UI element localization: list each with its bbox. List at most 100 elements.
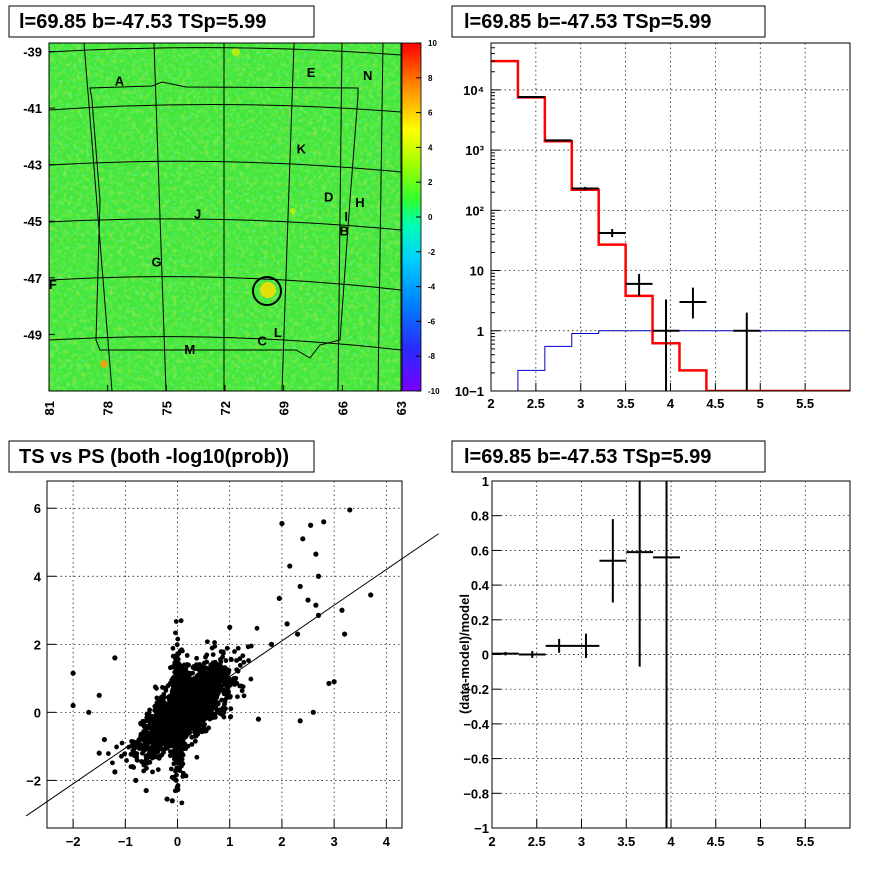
scatter-point [173,619,179,624]
colorbar-tick-label: 2 [428,178,433,187]
scatter-point [223,687,229,693]
colorbar-tick-label: -6 [428,317,436,326]
scatter-point [241,659,247,665]
scatter-point [210,652,216,658]
scatter-point [146,710,152,716]
scatter-point [101,736,108,743]
colorbar-tick-label: -8 [428,352,436,361]
scatter-point [220,650,226,656]
scatter-point [86,709,92,715]
scatter-y-tick-label: 2 [34,637,41,652]
scatter-point [164,712,170,718]
scatter-point [198,666,204,671]
map-y-ticks: -39 -41 -43 -45 -47 -49 [23,44,55,342]
scatter-x-tick-label: 0 [174,834,181,849]
scatter-point [237,663,243,668]
scatter-x-tick-label: 4 [383,834,391,849]
scatter-point [154,695,160,701]
scatter-point [128,751,134,757]
scatter-panel: TS vs PS (both -log10(prob)) −2 −1 0 1 2 3 4−2… [8,440,439,849]
scatter-point [155,767,161,773]
scatter-point [172,660,178,666]
colorbar-ticks: 10 8 6 4 2 0 -2 -4 -6 -8 -10 [416,39,440,396]
scatter-point [347,507,353,513]
scatter-point [368,592,374,598]
spectrum-x-tick-label: 3.5 [617,396,635,411]
scatter-point [154,754,160,760]
scatter-point [189,741,195,747]
scatter-point [246,658,251,663]
scatter-point [153,750,159,755]
scatter-point [235,694,240,700]
scatter-point [171,776,177,782]
scatter-point [147,759,153,765]
scatter-point [313,551,319,557]
scatter-point [235,645,241,651]
scatter-point [105,751,111,756]
scatter-point [308,522,314,528]
scatter-point [170,690,176,696]
scatter-point [150,744,155,750]
scatter-point [149,723,154,728]
scatter-point [212,672,218,678]
scatter-point [197,704,203,710]
colorbar-tick-label: 6 [428,109,433,118]
scatter-point [183,681,189,687]
scatter-point [163,719,168,725]
scatter-point [162,738,168,744]
map-x-tick-label: 66 [335,401,350,415]
scatter-point [268,641,275,647]
scatter-point [190,683,196,689]
residual-y-tick-label: −0.8 [463,786,489,801]
scatter-point [173,751,179,757]
scatter-point [182,721,188,727]
scatter-point [341,631,348,637]
scatter-point [176,651,182,656]
scatter-point [230,680,236,685]
residual-y-tick-label: 0.6 [471,543,489,558]
residual-title-box [451,440,766,473]
scatter-point [255,716,262,722]
scatter-point [169,722,175,728]
scatter-point [185,672,191,678]
scatter-point [167,700,172,706]
scatter-point [305,597,311,603]
spectrum-x-tick-label: 5 [757,396,764,411]
scatter-point [248,676,254,682]
scatter-point [174,765,180,771]
map-y-tick-label: -43 [23,158,42,173]
scatter-point [178,618,184,624]
residual-y-tick-label: 0.4 [471,578,490,593]
scatter-point [161,750,166,755]
scatter-point [207,676,213,682]
map-x-tick-label: 69 [277,401,292,415]
scatter-point [150,769,155,775]
scatter-point [190,724,196,730]
scatter-point [173,731,179,736]
scatter-point [70,670,76,676]
scatter-point [149,733,155,739]
spectrum-frame [490,42,851,392]
scatter-point [165,683,171,689]
spectrum-x-tick-label: 4.5 [706,396,724,411]
scatter-point [130,764,135,769]
residual-x-tick-label: 3 [578,834,585,849]
residual-title: l=69.85 b=-47.53 TSp=5.99 [464,446,711,468]
residual-x-tick-label: 2.5 [528,834,546,849]
scatter-point [254,625,260,631]
map-region-labels: A E N K D H J IB G F LC M [49,65,373,357]
scatter-point [201,674,207,680]
scatter-point [194,714,200,720]
scatter-point [284,621,290,627]
scatter-point [223,658,229,663]
scatter-point [168,749,174,755]
scatter-point [158,694,164,700]
scatter-point [114,744,119,750]
scatter-point [133,741,139,747]
scatter-point [179,800,185,806]
scatter-point [218,659,224,665]
scatter-point [232,649,237,654]
map-region-label: C [257,334,267,349]
scatter-point [209,645,215,651]
